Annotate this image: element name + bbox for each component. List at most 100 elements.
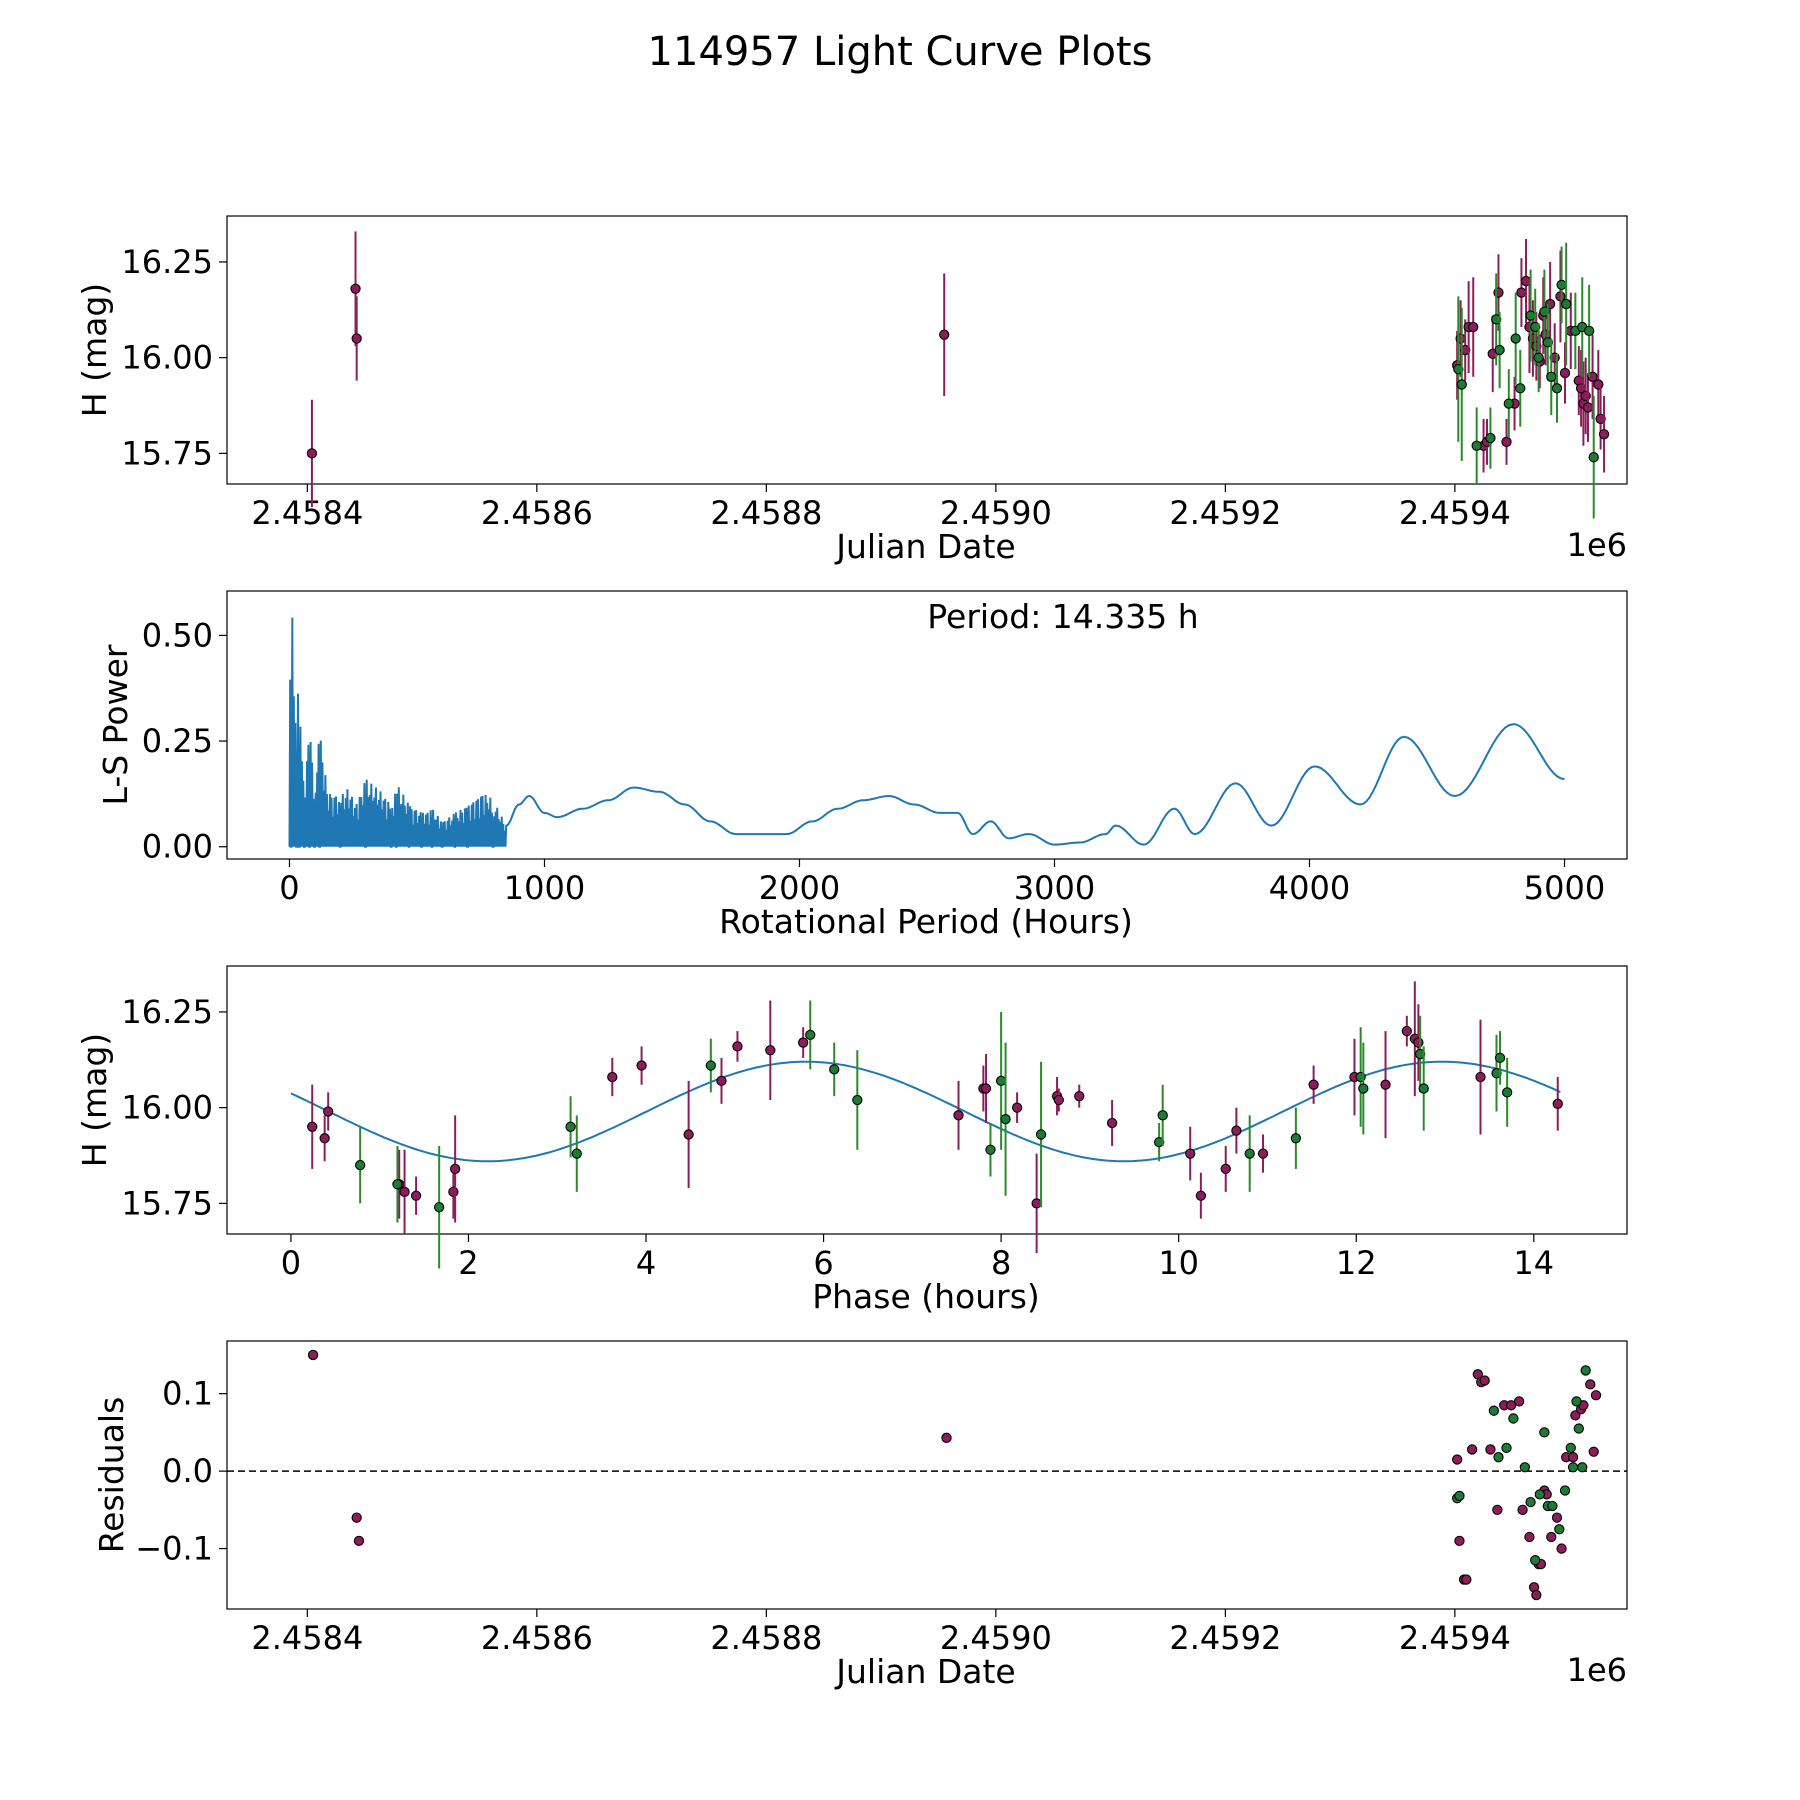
- residuals-points: [227, 1349, 1627, 1601]
- residuals-x-tick-label: 2.4584: [251, 1619, 363, 1657]
- residuals-x-ticks: 2.4584 2.4586 2.4588 2.4590 2.4592 2.4594: [251, 1609, 1511, 1657]
- phased-x-tick-label: 12: [1336, 1244, 1377, 1282]
- periodogram-x-ticks: 0 1000 2000 3000 4000 5000: [279, 859, 1605, 907]
- residuals-data-point: [1454, 1535, 1465, 1546]
- residuals-data-point: [1539, 1427, 1550, 1438]
- residuals-data-point: [1565, 1442, 1576, 1454]
- lightcurve-data-point: [1533, 352, 1544, 363]
- phased-data-point: [1195, 1190, 1207, 1201]
- phased-data-point: [1552, 1098, 1563, 1109]
- lightcurve-data-point: [1510, 333, 1521, 344]
- residuals-data-point: [941, 1432, 952, 1443]
- phased-data-point: [852, 1094, 863, 1106]
- lightcurve-data-point: [1559, 367, 1571, 379]
- phased-data-point: [1231, 1125, 1242, 1136]
- phased-x-tick-label: 10: [1158, 1244, 1199, 1282]
- phased-data-point: [985, 1144, 996, 1155]
- residuals-data-point: [1493, 1452, 1504, 1463]
- residuals-data-point: [1546, 1531, 1557, 1543]
- lightcurve-xlabel: Julian Date: [834, 527, 1016, 566]
- phased-data-point: [450, 1163, 461, 1175]
- lightcurve-data-point: [351, 333, 362, 344]
- residuals-data-point: [1556, 1543, 1567, 1554]
- lightcurve-x-ticks: 2.4584 2.4586 2.4588 2.4590 2.4592 2.4594: [251, 484, 1511, 532]
- lightcurve-data-point: [1530, 321, 1541, 333]
- phased-x-tick-label: 0: [281, 1244, 301, 1282]
- lightcurve-x-tick-label: 2.4592: [1169, 494, 1281, 532]
- phased-data-point: [1000, 1113, 1011, 1125]
- phased-data-point: [1494, 1052, 1506, 1064]
- periodogram-x-tick-label: 3000: [1014, 869, 1095, 907]
- phased-data-point: [448, 1186, 459, 1198]
- lightcurve-data-point: [1501, 436, 1512, 448]
- phased-data-point: [1418, 1083, 1429, 1094]
- residuals-data-point: [1554, 1524, 1565, 1535]
- lightcurve-data-point: [939, 329, 950, 340]
- lightcurve-data-point: [1587, 371, 1598, 382]
- residuals-panel: 2.4584 2.4586 2.4588 2.4590 2.4592 2.4594 −0.…: [92, 1340, 1628, 1691]
- lightcurve-points: [306, 231, 1610, 519]
- phased-x-tick-label: 8: [991, 1244, 1011, 1282]
- lightcurve-data-point: [1491, 314, 1502, 325]
- residuals-data-point: [1454, 1490, 1465, 1502]
- residuals-data-point: [1485, 1444, 1496, 1455]
- periodogram-xlabel: Rotational Period (Hours): [719, 902, 1133, 941]
- phased-data-point: [565, 1121, 576, 1132]
- periodogram-curve: [288, 617, 1565, 848]
- phased-data-point: [1011, 1102, 1023, 1113]
- residuals-data-point: [1461, 1574, 1472, 1585]
- residuals-data-point: [1466, 1444, 1478, 1455]
- lightcurve-data-point: [1456, 379, 1467, 390]
- phased-data-point: [1053, 1094, 1064, 1106]
- phased-ylabel: H (mag): [75, 1033, 114, 1167]
- phased-data-point: [1358, 1083, 1369, 1094]
- phased-data-point: [1035, 1129, 1047, 1140]
- phased-data-point: [355, 1159, 366, 1171]
- residuals-x-tick-label: 2.4586: [481, 1619, 593, 1657]
- phased-data-point: [705, 1060, 716, 1071]
- residuals-data-point: [1492, 1504, 1503, 1516]
- phased-data-point: [953, 1110, 964, 1121]
- phased-data-point: [732, 1041, 743, 1052]
- phased-data-point: [1491, 1068, 1502, 1079]
- phased-data-point: [1157, 1110, 1168, 1121]
- lightcurve-data-point: [1485, 432, 1496, 444]
- lightcurve-data-point: [1583, 325, 1595, 337]
- residuals-data-point: [1508, 1413, 1519, 1424]
- periodogram-y-ticks: 0.00 0.25 0.50: [142, 616, 227, 866]
- residuals-data-point: [1534, 1489, 1545, 1500]
- periodogram-panel: 0 1000 2000 3000 4000 5000 0.00 0.25 0.50 Perio…: [96, 590, 1628, 941]
- lightcurve-data-point: [1525, 310, 1536, 321]
- residuals-data-point: [1530, 1555, 1541, 1566]
- phased-data-point: [980, 1083, 992, 1094]
- residuals-x-tick-label: 2.4594: [1399, 1619, 1511, 1657]
- periodogram-x-tick-label: 2000: [759, 869, 840, 907]
- residuals-data-point: [1580, 1365, 1591, 1376]
- residuals-data-point: [1524, 1531, 1535, 1543]
- phased-data-point: [434, 1202, 445, 1213]
- lightcurve-data-point: [1468, 321, 1479, 333]
- residuals-data-point: [1452, 1454, 1463, 1465]
- phased-y-tick-label: 16.25: [121, 993, 213, 1031]
- lightcurve-y-ticks: 15.75 16.00 16.25: [121, 243, 227, 472]
- residuals-data-point: [1513, 1396, 1525, 1407]
- phased-data-point: [1244, 1148, 1255, 1159]
- lightcurve-data-point: [1555, 291, 1566, 302]
- residuals-data-point: [1585, 1379, 1596, 1390]
- phased-data-point: [1415, 1048, 1426, 1060]
- residuals-data-point: [1517, 1504, 1528, 1516]
- lightcurve-offset-label: 1e6: [1567, 526, 1627, 564]
- phased-data-point: [319, 1133, 330, 1144]
- residuals-data-point: [1570, 1410, 1581, 1421]
- phased-data-point: [1401, 1025, 1412, 1037]
- lightcurve-data-point: [1453, 363, 1464, 375]
- periodogram-x-tick-label: 4000: [1269, 869, 1350, 907]
- lightcurve-data-point: [1546, 371, 1557, 382]
- lightcurve-x-tick-label: 2.4586: [481, 494, 593, 532]
- residuals-data-point: [1547, 1500, 1558, 1512]
- periodogram-x-tick-label: 1000: [504, 869, 585, 907]
- periodogram-plot-area: [226, 590, 1628, 860]
- residuals-data-point: [1573, 1423, 1584, 1434]
- phased-data-point: [798, 1037, 809, 1048]
- phased-data-point: [1185, 1148, 1196, 1159]
